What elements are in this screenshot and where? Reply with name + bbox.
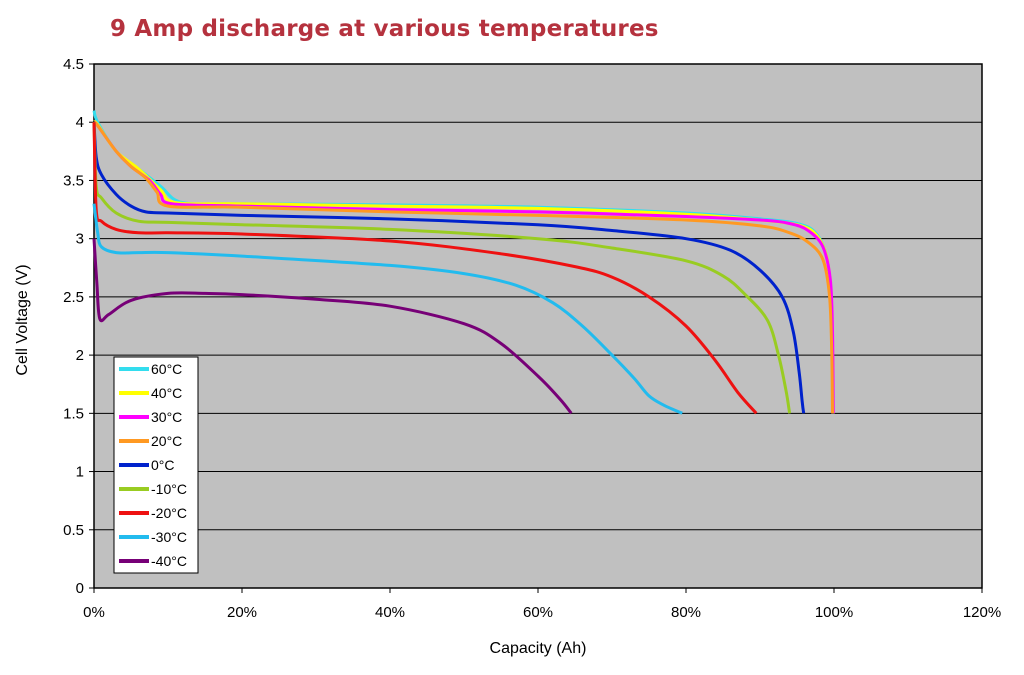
x-tick-label: 80% <box>671 604 701 621</box>
series-line-minus20c <box>92 122 758 415</box>
plot-area <box>93 63 983 589</box>
legend-label-20c: 20°C <box>151 433 182 449</box>
x-tick-label: 100% <box>815 604 853 621</box>
legend: 60°C 40°C 30°C 20°C 0°C -10°C -20°C -30°C -40°C <box>113 356 199 574</box>
series-lines <box>92 110 835 415</box>
chart-title: 9 Amp discharge at various temperatures <box>110 16 659 42</box>
x-tick-label: 120% <box>963 604 1001 621</box>
y-tick-label: 2.5 <box>63 289 84 306</box>
y-axis-title: Cell Voltage (V) <box>14 264 31 375</box>
y-tick-label: 4.5 <box>63 56 84 73</box>
y-tick-label: 0.5 <box>63 522 84 539</box>
series-line-minus40c <box>92 238 573 415</box>
series-line-0c <box>92 122 806 414</box>
y-tick-label: 2 <box>76 347 84 364</box>
legend-label-60c: 60°C <box>151 361 182 377</box>
legend-label-30c: 30°C <box>151 409 182 425</box>
x-axis: 0% 20% 40% 60% 80% 100% 120% <box>83 588 1001 621</box>
series-line-minus10c <box>92 122 792 414</box>
x-tick-label: 40% <box>375 604 405 621</box>
y-tick-label: 1 <box>76 464 84 481</box>
x-tick-label: 0% <box>83 604 105 621</box>
legend-label-minus40c: -40°C <box>151 553 187 569</box>
y-tick-label: 3 <box>76 231 84 248</box>
legend-label-minus30c: -30°C <box>151 529 187 545</box>
series-line-20c <box>92 120 834 414</box>
x-tick-label: 60% <box>523 604 553 621</box>
series-line-minus30c <box>92 203 683 415</box>
y-axis: 0 0.5 1 1.5 2 2.5 3 3.5 4 4.5 <box>63 56 94 597</box>
x-axis-title: Capacity (Ah) <box>490 640 587 657</box>
legend-label-0c: 0°C <box>151 457 175 473</box>
x-tick-label: 20% <box>227 604 257 621</box>
y-tick-label: 1.5 <box>63 405 84 422</box>
legend-label-minus20c: -20°C <box>151 505 187 521</box>
y-tick-label: 4 <box>76 114 84 131</box>
legend-label-40c: 40°C <box>151 385 182 401</box>
legend-label-minus10c: -10°C <box>151 481 187 497</box>
y-tick-label: 3.5 <box>63 172 84 189</box>
y-tick-label: 0 <box>76 580 84 597</box>
